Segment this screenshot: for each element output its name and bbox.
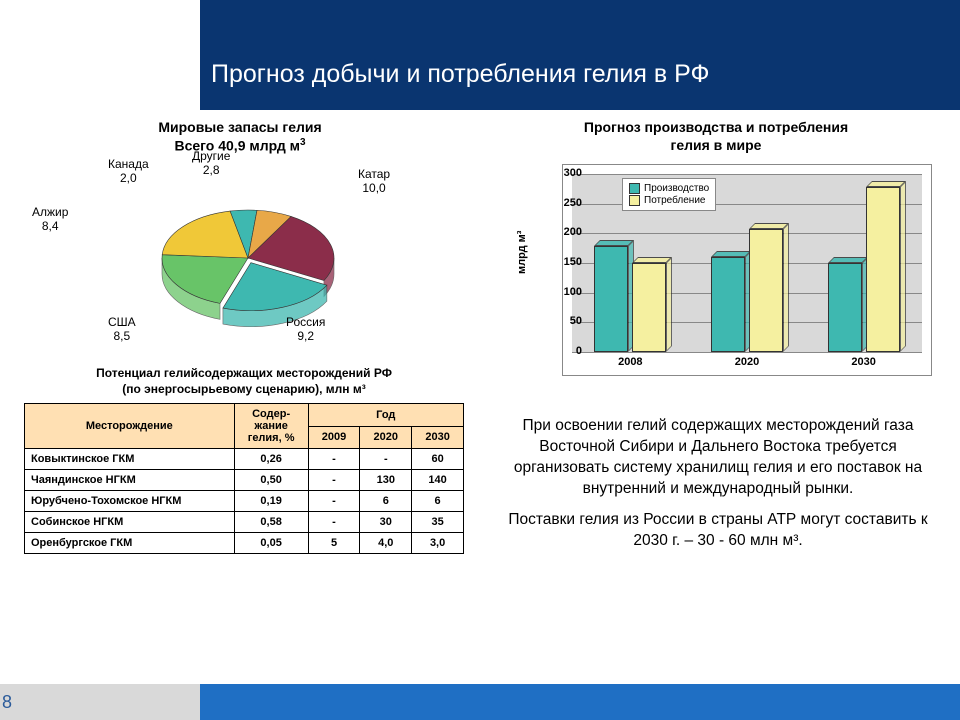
pie-label: Алжир8,4	[32, 206, 68, 234]
pie-label: Россия9,2	[286, 316, 325, 344]
data-table: МесторождениеСодер-жание гелия, %Год2009…	[24, 403, 464, 554]
bar	[828, 263, 862, 352]
bar-ytick: 250	[542, 197, 582, 209]
table-title-l1: Потенциал гелийсодержащих месторождений …	[96, 366, 392, 380]
pie-label: Канада2,0	[108, 158, 149, 186]
footer-page: 8	[0, 684, 200, 720]
header-left	[0, 0, 200, 110]
table-title: Потенциал гелийсодержащих месторождений …	[24, 366, 464, 397]
bar-ytick: 200	[542, 226, 582, 238]
header-bar	[200, 0, 960, 110]
bar-ytick: 150	[542, 256, 582, 268]
footer-blue	[200, 684, 960, 720]
legend-item: Производство	[629, 183, 709, 194]
pie-title: Мировые запасы гелия Всего 40,9 млрд м3	[0, 118, 480, 155]
bar-ytick: 50	[542, 315, 582, 327]
bar-legend: ПроизводствоПотребление	[622, 178, 716, 211]
bar-ytick: 100	[542, 286, 582, 298]
bar-ylabel: млрд м³	[516, 231, 528, 274]
table-row: Собинское НГКМ0,58-3035	[25, 512, 464, 533]
bar-xtick: 2030	[824, 356, 904, 368]
bar-title-l2: гелия в мире	[671, 137, 762, 153]
pie-svg	[148, 200, 348, 330]
table-row: Ковыктинское ГКМ0,26--60	[25, 449, 464, 470]
bar-title: Прогноз производства и потребления гелия…	[492, 118, 940, 154]
bar	[711, 257, 745, 352]
table-row: Юрубчено-Тохомское НГКМ0,19-66	[25, 491, 464, 512]
bar-xtick: 2020	[707, 356, 787, 368]
table-row: Оренбургское ГКМ0,0554,03,0	[25, 533, 464, 554]
bar	[749, 229, 783, 352]
body-text: При освоении гелий содержащих месторожде…	[502, 416, 934, 562]
content: Мировые запасы гелия Всего 40,9 млрд м3 …	[0, 118, 960, 682]
table-area: Потенциал гелийсодержащих месторождений …	[24, 366, 464, 554]
bar-ytick: 300	[542, 167, 582, 179]
pie-title-l1: Мировые запасы гелия	[158, 119, 321, 135]
bar-ytick: 0	[542, 345, 582, 357]
pie-chart: Мировые запасы гелия Всего 40,9 млрд м3 …	[0, 118, 480, 358]
bar-title-l1: Прогноз производства и потребления	[584, 119, 848, 135]
paragraph-1: При освоении гелий содержащих месторожде…	[502, 416, 934, 500]
paragraph-2: Поставки гелия из России в страны АТР мо…	[502, 510, 934, 552]
pie-label: Катар10,0	[358, 168, 390, 196]
bar	[594, 246, 628, 352]
bar	[866, 187, 900, 352]
pie-label: США8,5	[108, 316, 136, 344]
legend-item: Потребление	[629, 195, 709, 206]
bar-xtick: 2008	[590, 356, 670, 368]
table-title-l2: (по энергосырьевому сценарию), млн м³	[122, 382, 365, 396]
page-title: Прогноз добычи и потребления гелия в РФ	[211, 60, 709, 89]
pie-title-sup: 3	[300, 137, 306, 148]
pie-label: Другие2,8	[192, 150, 230, 178]
footer: 8	[0, 684, 960, 720]
bar	[632, 263, 666, 352]
table-row: Чаяндинское НГКМ0,50-130140	[25, 470, 464, 491]
bar-chart: Прогноз производства и потребления гелия…	[492, 118, 940, 398]
